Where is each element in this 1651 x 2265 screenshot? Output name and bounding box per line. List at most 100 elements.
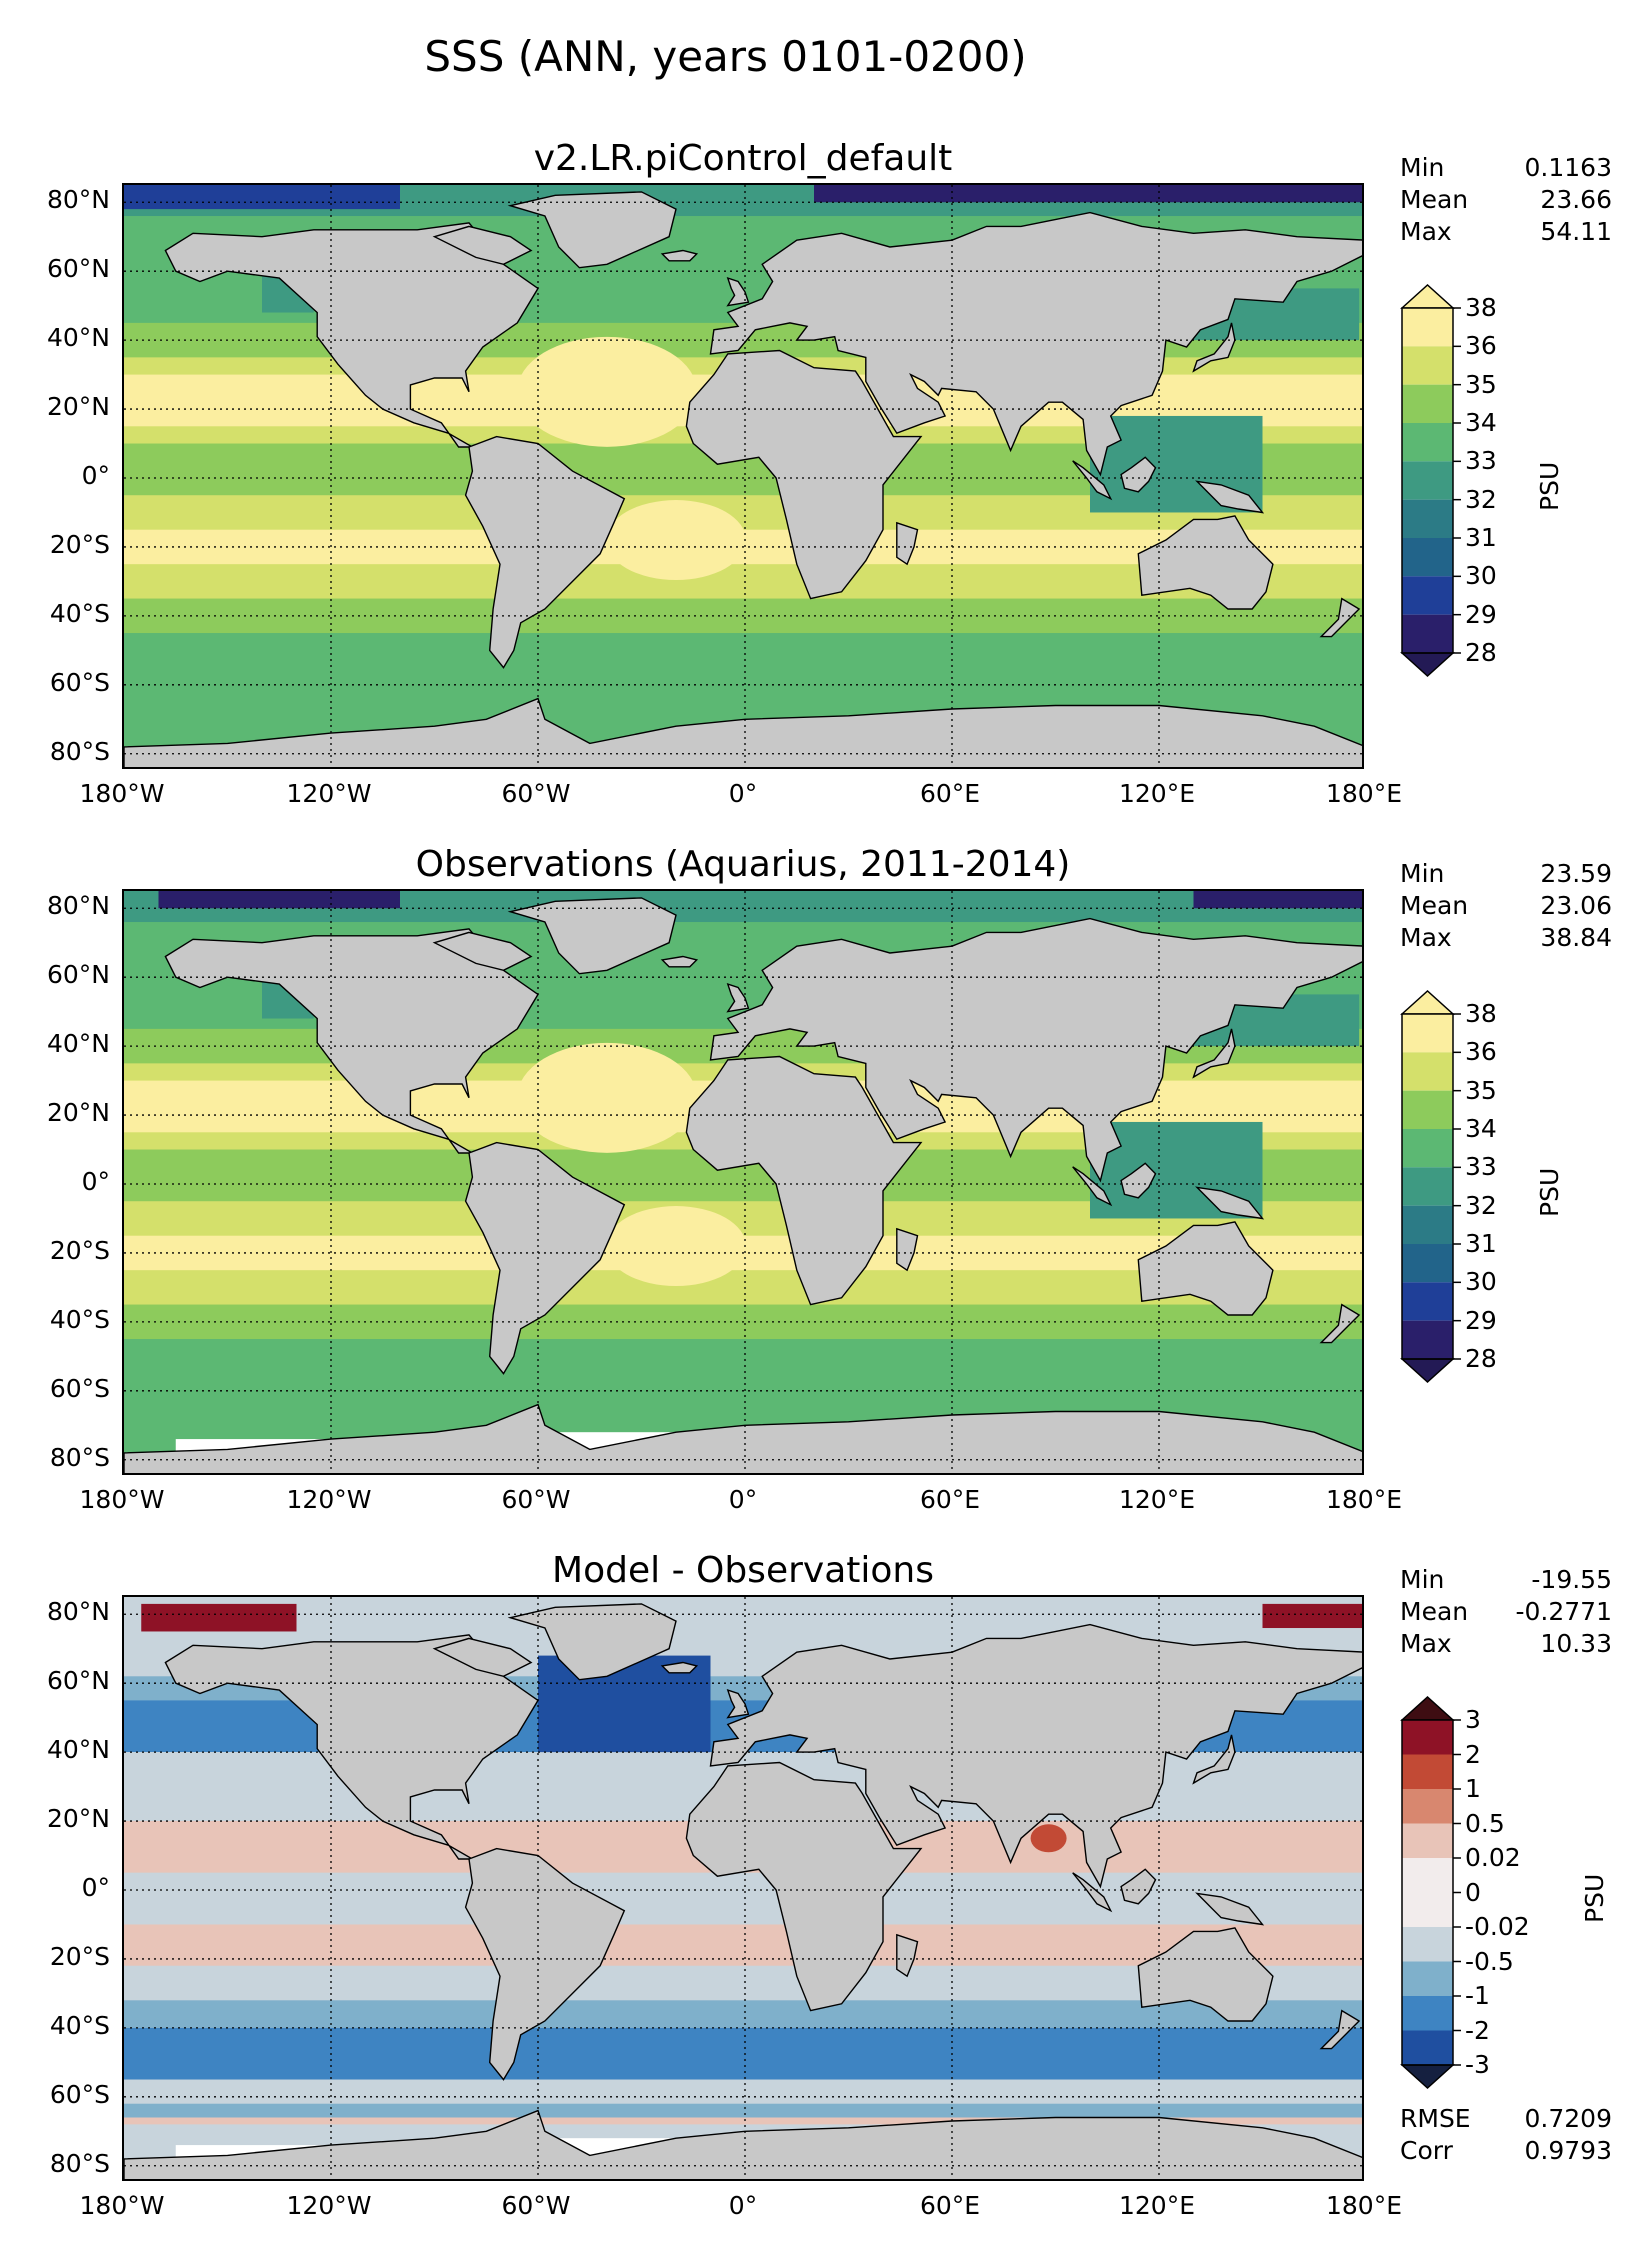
colorbar-scale (1400, 989, 1461, 1384)
stat-row: Min 0.1163 (1400, 152, 1612, 184)
stat-value: 23.06 (1540, 891, 1612, 920)
landmass-new-guinea (1195, 480, 1265, 514)
latitude-tick-label: 60°S (49, 2079, 110, 2109)
landmass-iceland (660, 955, 699, 968)
colorbar-segment (1402, 1927, 1453, 1962)
landmass-north-america (164, 1634, 539, 1860)
landmass-africa (685, 1055, 923, 1306)
stat-value: 23.66 (1540, 185, 1612, 214)
latitude-tick-label: 40°S (49, 1304, 110, 1334)
landmass-new-zealand (1319, 597, 1361, 638)
latitude-tick-label: 80°N (46, 891, 110, 921)
stat-row: Min -19.55 (1400, 1564, 1612, 1596)
stat-value: 10.33 (1540, 1629, 1612, 1658)
landmass-new-zealand (1319, 1303, 1361, 1344)
colorbar-tick-label: 34 (1465, 1114, 1497, 1143)
colorbar-tick-label: 29 (1465, 1305, 1497, 1335)
stat-value: -19.55 (1531, 1565, 1612, 1594)
stat-label: Min (1400, 859, 1445, 888)
landmass-australia (1137, 1221, 1274, 1316)
stat-value: -0.2771 (1515, 1597, 1613, 1626)
map-canvas (124, 891, 1362, 1473)
longitude-tick-label: 180°W (79, 2191, 165, 2220)
colorbar-unit-label: PSU (1535, 1167, 1564, 1217)
landmass-japan (1192, 322, 1236, 373)
colorbar (1400, 283, 1467, 680)
colorbar-tick-label: 33 (1465, 446, 1497, 476)
colorbar-under-triangle (1400, 2064, 1455, 2090)
latitude-tick-label: 20°N (46, 392, 110, 422)
colorbar-tick-label: 2 (1465, 1739, 1481, 1769)
colorbar-tick-label: -3 (1465, 2050, 1490, 2079)
landmass-greenland (507, 191, 677, 269)
colorbar (1400, 1695, 1467, 2092)
stat-row: RMSE 0.7209 (1400, 2103, 1612, 2135)
latitude-tick-label: 20°S (49, 529, 110, 559)
colorbar-segment (1402, 576, 1453, 615)
landmass-africa (685, 1761, 923, 2012)
colorbar-tick-label: 38 (1465, 293, 1497, 322)
colorbar-under-triangle (1400, 652, 1455, 678)
landmass-eurasia (709, 211, 1362, 477)
longitude-tick-label: 60°W (501, 2191, 571, 2220)
longitude-tick-label: 60°E (919, 1485, 981, 1514)
figure-title: SSS (ANN, years 0101-0200) (424, 32, 1027, 81)
longitude-tick-label: 60°E (919, 779, 981, 808)
longitude-tick-label: 180°E (1325, 2191, 1402, 2220)
stat-value: 54.11 (1540, 217, 1612, 246)
landmass-antarctica (124, 1403, 1362, 1473)
stats-block: Min 23.59 Mean 23.06 Max 38.84 (1400, 858, 1612, 954)
colorbar-segment (1402, 1858, 1453, 1893)
colorbar-tick-label: 35 (1465, 1075, 1497, 1105)
colorbar-tick-label: 38 (1465, 999, 1497, 1028)
landmass-baffin (432, 931, 533, 972)
latitude-tick-label: 60°N (46, 960, 110, 990)
latitude-tick-label: 0° (81, 1167, 110, 1196)
latitude-tick-label: 60°S (49, 1373, 110, 1403)
colorbar-unit-label: PSU (1580, 1873, 1609, 1923)
colorbar-segment (1402, 1892, 1453, 1927)
colorbar-over-triangle (1400, 1695, 1455, 1721)
landmass-uk (726, 276, 750, 307)
panel-title: Model - Observations (552, 1550, 934, 1591)
colorbar-tick-label: 28 (1465, 638, 1497, 667)
landmass-sumatra (1072, 460, 1113, 501)
colorbar-segment (1402, 1282, 1453, 1321)
colorbar-tick-label: 35 (1465, 369, 1497, 399)
landmass-new-guinea (1195, 1892, 1265, 1926)
colorbar-tick-label: 33 (1465, 1152, 1497, 1182)
latitude-tick-label: 40°S (49, 2010, 110, 2040)
colorbar-segment (1402, 1205, 1453, 1244)
colorbar-tick-label: 32 (1465, 484, 1497, 514)
colorbar-segment (1402, 1961, 1453, 1996)
landmass-antarctica (124, 2109, 1362, 2179)
latitude-tick-label: 80°N (46, 1597, 110, 1627)
longitude-tick-label: 60°E (919, 2191, 981, 2220)
landmass-madagascar (896, 1227, 919, 1272)
colorbar-segment (1402, 1754, 1453, 1789)
stat-value: 0.7209 (1524, 2104, 1612, 2133)
colorbar-segment (1402, 1996, 1453, 2031)
colorbar-tick-label: -0.02 (1465, 1912, 1530, 1941)
landmass-borneo (1120, 1868, 1157, 1905)
stat-row: Corr 0.9793 (1400, 2135, 1612, 2167)
latitude-tick-label: 20°S (49, 1941, 110, 1971)
latitude-tick-label: 60°S (49, 667, 110, 697)
latitude-tick-label: 80°S (49, 2148, 110, 2178)
longitude-tick-label: 180°W (79, 779, 165, 808)
colorbar-segment (1402, 346, 1453, 385)
latitude-tick-label: 40°S (49, 598, 110, 628)
landmass-uk (726, 982, 750, 1013)
colorbar-segment (1402, 1823, 1453, 1858)
longitude-tick-label: 0° (728, 1485, 758, 1514)
colorbar-tick-label: 32 (1465, 1190, 1497, 1220)
colorbar-unit-label: PSU (1535, 461, 1564, 511)
latitude-tick-label: 80°S (49, 736, 110, 766)
landmass-madagascar (896, 521, 919, 566)
colorbar (1400, 989, 1467, 1386)
longitude-tick-label: 120°W (286, 779, 372, 808)
landmass-japan (1192, 1028, 1236, 1079)
colorbar-segment (1402, 1090, 1453, 1129)
stat-row: Mean 23.66 (1400, 184, 1612, 216)
stat-label: RMSE (1400, 2104, 1471, 2133)
